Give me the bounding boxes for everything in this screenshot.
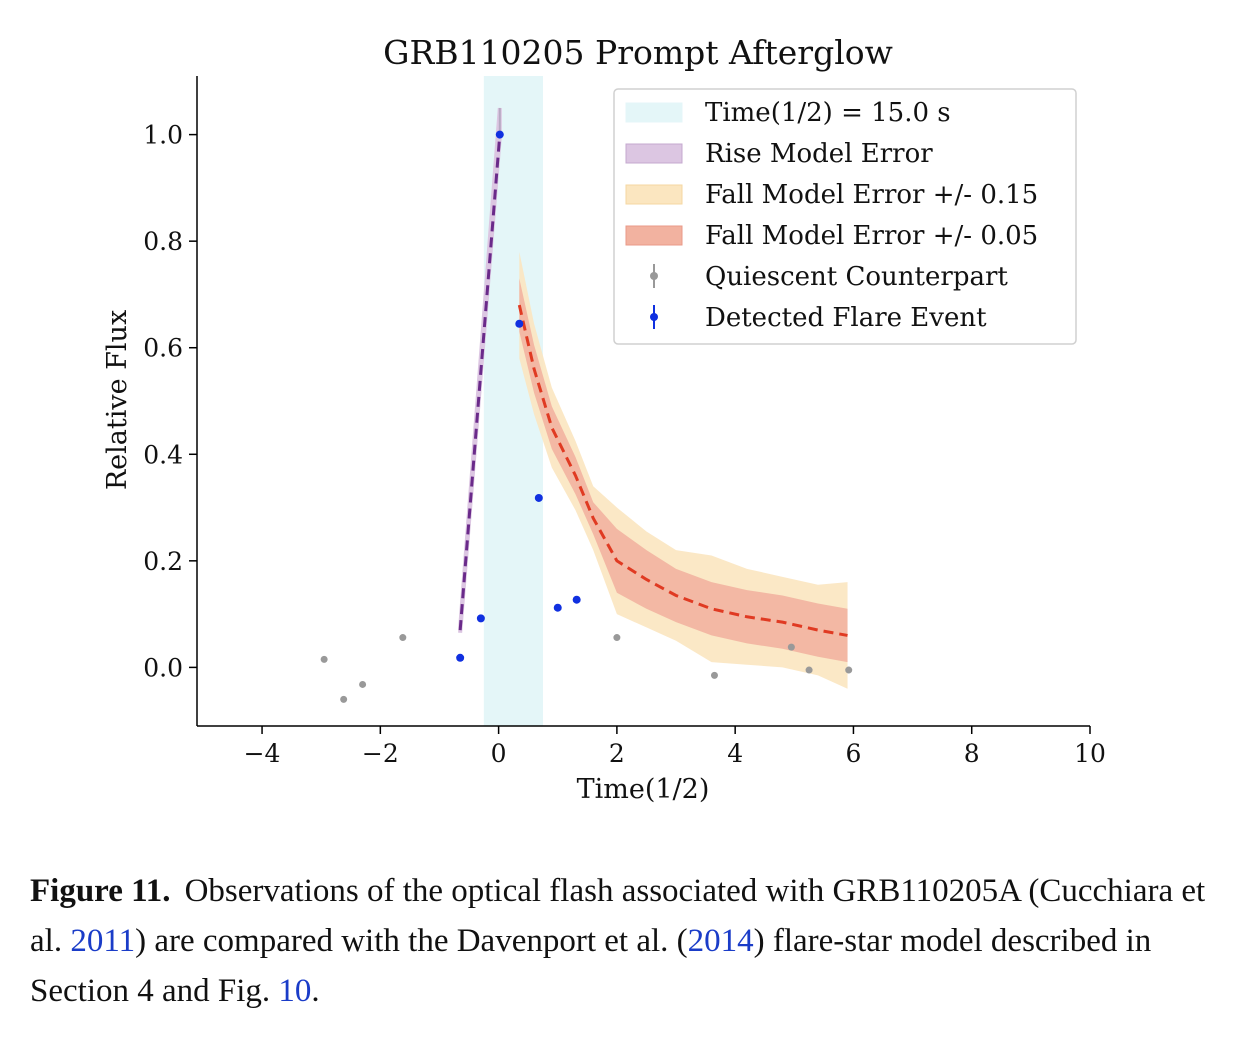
- legend-swatch: [625, 102, 683, 123]
- figure: −4 −2 0 2 4 6 8 10 0.0 0.2 0.4 0.6 0.8 1.0 GRB110205 …: [102, 33, 1106, 805]
- legend-label: Time(1/2) = 15.0 s: [705, 98, 951, 128]
- legend-marker: [650, 313, 658, 321]
- fall-model-error-band-1: [519, 251, 848, 689]
- quiescent-point: [613, 634, 621, 642]
- y-tick-label: 0.4: [143, 440, 183, 469]
- chart: −4 −2 0 2 4 6 8 10 0.0 0.2 0.4 0.6 0.8 1.0 GRB110205 …: [102, 33, 1106, 805]
- legend-label: Detected Flare Event: [705, 303, 987, 333]
- x-axis-label: Time(1/2): [577, 774, 710, 805]
- caption-label: Figure 11.: [30, 873, 171, 909]
- legend-swatch: [625, 184, 683, 205]
- caption-text: ) are compared with the Davenport et al.…: [135, 923, 688, 959]
- y-tick-label: 0.0: [143, 653, 183, 682]
- legend-label: Fall Model Error +/- 0.05: [705, 221, 1038, 251]
- legend-frame: [613, 88, 1077, 345]
- fall-model-line: [517, 304, 848, 637]
- citation-link-2014[interactable]: 2014: [687, 923, 754, 959]
- x-tick-label: 4: [727, 739, 743, 768]
- caption-text: Observations of the optical flash associ…: [30, 873, 1206, 959]
- legend: Time(1/2) = 15.0 s Rise Model Error Fall M…: [613, 88, 1077, 345]
- legend-marker: [650, 272, 658, 280]
- x-tick-label: −2: [362, 739, 399, 768]
- flare-point: [553, 603, 562, 612]
- legend-swatch: [625, 143, 683, 164]
- caption-text: .: [311, 973, 320, 1009]
- caption-text: ) flare-star model described in Section …: [30, 923, 1152, 1009]
- x-tick-label: 8: [964, 739, 980, 768]
- x-tick-label: −4: [244, 739, 281, 768]
- x-tick-label: 0: [491, 739, 507, 768]
- x-tick-label: 2: [609, 739, 625, 768]
- legend-label: Fall Model Error +/- 0.15: [705, 180, 1038, 210]
- quiescent-point: [787, 643, 795, 651]
- flare-point: [495, 130, 504, 139]
- legend-label: Rise Model Error: [705, 139, 933, 169]
- flare-point: [476, 614, 485, 623]
- y-tick-label: 1.0: [143, 121, 183, 150]
- y-tick-label: 0.8: [143, 227, 183, 256]
- quiescent-point: [359, 680, 367, 688]
- chart-title: GRB110205 Prompt Afterglow: [383, 33, 893, 72]
- flare-point: [572, 595, 581, 604]
- quiescent-point: [340, 695, 348, 703]
- y-tick-label: 0.2: [143, 547, 183, 576]
- citation-link-2011[interactable]: 2011: [70, 923, 136, 959]
- quiescent-point: [399, 634, 407, 642]
- flare-point: [534, 493, 543, 502]
- rise-model-line: [458, 134, 502, 631]
- flare-point: [515, 319, 524, 328]
- x-tick-label: 6: [845, 739, 861, 768]
- fall-model-error-band-2: [519, 278, 848, 663]
- legend-swatch: [625, 225, 683, 246]
- figure-link-10[interactable]: 10: [278, 973, 312, 1009]
- quiescent-point: [805, 666, 813, 674]
- quiescent-point: [710, 671, 718, 679]
- quiescent-point: [845, 666, 853, 674]
- y-tick-label: 0.6: [143, 334, 183, 363]
- legend-label: Quiescent Counterpart: [705, 262, 1008, 292]
- quiescent-point: [320, 655, 328, 663]
- flare-point: [456, 653, 465, 662]
- x-tick-label: 10: [1074, 739, 1106, 768]
- y-axis-label: Relative Flux: [102, 310, 133, 490]
- figure-caption: Figure 11. Observations of the optical fl…: [30, 866, 1210, 1016]
